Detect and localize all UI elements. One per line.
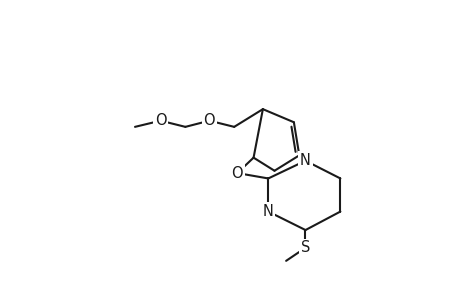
Text: O: O — [203, 113, 215, 128]
Text: N: N — [262, 204, 273, 219]
Text: S: S — [300, 240, 309, 255]
Text: N: N — [299, 153, 310, 168]
Text: O: O — [231, 166, 243, 181]
Text: O: O — [154, 113, 166, 128]
